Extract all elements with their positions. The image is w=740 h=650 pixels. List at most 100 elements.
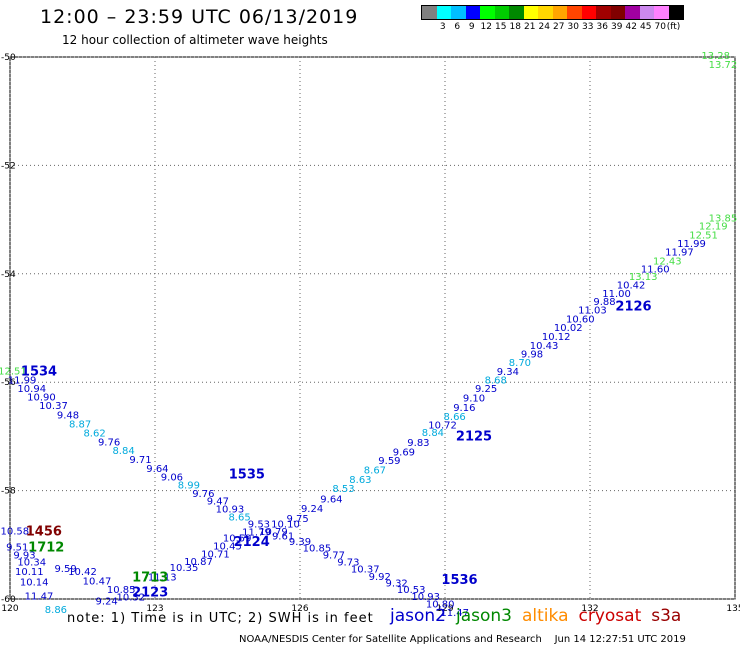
latitude-label: -56: [1, 378, 16, 388]
wave-height-value: 10.34: [17, 558, 46, 569]
wave-height-value: 11.97: [665, 248, 694, 259]
wave-height-value: 11.79: [242, 527, 271, 538]
color-swatch: [523, 6, 538, 19]
color-swatch: [654, 6, 669, 19]
longitude-label: 120: [1, 604, 18, 614]
longitude-label: 132: [581, 604, 598, 614]
pass-number-label: 2123: [132, 585, 168, 600]
satellite-legend-item: jason2: [390, 606, 446, 626]
page-subtitle: 12 hour collection of altimeter wave hei…: [62, 33, 328, 47]
wave-height-value: 8.84: [112, 446, 134, 457]
observation-values: 12.5111.9910.9410.9010.379.488.878.629.7…: [0, 51, 737, 619]
wave-height-value: 10.72: [428, 421, 457, 432]
color-scale-label: 6: [454, 22, 461, 32]
color-scale-label: 36: [596, 22, 608, 32]
color-swatch: [668, 6, 683, 19]
wave-height-value: 8.65: [228, 513, 250, 524]
pass-labels: 1534 1535 1536 2124 2125 2126 2123 1456 1712 1713: [21, 299, 652, 600]
color-swatch: [552, 6, 567, 19]
wave-height-value: 11.00: [602, 289, 631, 300]
color-scale-units: (ft): [666, 22, 681, 32]
color-scale-legend: 3 6 9 12 15 18 21 24 27 30 33 36 39 42 45 70 (ft): [421, 5, 684, 34]
map-frame: [9, 56, 736, 600]
wave-height-value: 10.42: [617, 281, 646, 292]
wave-height-value: 10.93: [216, 505, 245, 516]
longitude-label: 135: [726, 604, 740, 614]
color-scale-label: 15: [495, 22, 507, 32]
wave-height-value: 8.99: [178, 481, 200, 492]
latitude-label: -54: [1, 270, 16, 280]
wave-height-value: 10.90: [27, 392, 56, 403]
wave-height-value: 8.67: [364, 466, 386, 477]
latitude-label: -52: [1, 161, 16, 171]
wave-height-value: 10.80: [426, 599, 455, 610]
wave-height-value: 9.48: [57, 410, 79, 421]
color-swatch: [480, 6, 495, 19]
wave-height-value: 8.63: [349, 475, 371, 486]
wave-height-value: 10.87: [184, 557, 213, 568]
wave-height-value: 8.84: [422, 428, 444, 439]
wave-height-value: 10.85: [303, 544, 332, 555]
pass-number-label: 1536: [441, 573, 477, 588]
pass-number-label: 1712: [28, 541, 64, 556]
pass-number-label: 1534: [21, 364, 57, 379]
color-scale-labels: 3 6 9 12 15 18 21 24 27 30 33 36 39 42 45 70 (ft): [421, 20, 684, 34]
wave-height-value: 10.93: [411, 592, 440, 603]
footnote: note: 1) Time is in UTC; 2) SWH is in fe…: [67, 611, 374, 626]
color-swatch: [509, 6, 524, 19]
wave-height-value: 13.28: [701, 51, 730, 62]
pass-number-label: 1713: [132, 570, 168, 585]
wave-height-value: 13.13: [629, 272, 658, 283]
color-scale-label: 70: [654, 22, 666, 32]
wave-height-value: 13.85: [709, 214, 738, 225]
wave-height-value: 10.94: [17, 384, 46, 395]
page-title: 12:00 – 23:59 UTC 06/13/2019: [40, 6, 359, 28]
color-swatch: [581, 6, 596, 19]
color-swatch: [465, 6, 480, 19]
satellite-legend-item: cryosat: [578, 606, 642, 626]
wave-height-value: 10.42: [68, 567, 97, 578]
latitude-label: -50: [1, 53, 16, 63]
wave-height-value: 8.87: [69, 419, 91, 430]
wave-height-value: 10.12: [542, 332, 571, 343]
wave-height-value: 8.62: [83, 429, 105, 440]
wave-height-value: 12.51: [689, 230, 718, 241]
satellite-legend-item: altika: [522, 606, 569, 626]
wave-height-value: 11.99: [677, 239, 706, 250]
wave-height-value: 10.43: [530, 341, 559, 352]
color-scale-label: 12: [480, 22, 492, 32]
wave-height-value: 8.70: [509, 358, 531, 369]
wave-height-value: 9.53: [248, 520, 270, 531]
pass-number-label: 2124: [234, 535, 270, 550]
credit-line: NOAA/NESDIS Center for Satellite Applica…: [239, 634, 686, 645]
color-scale-label: 24: [538, 22, 550, 32]
wave-height-value: 9.73: [337, 558, 359, 569]
color-scale-label: 21: [524, 22, 536, 32]
wave-height-value: 9.47: [207, 496, 229, 507]
color-scale-label: 30: [567, 22, 579, 32]
wave-height-value: 9.93: [13, 551, 35, 562]
wave-height-value: 9.24: [301, 504, 323, 515]
wave-height-value: 9.64: [320, 494, 342, 505]
wave-height-value: 8.53: [332, 484, 354, 495]
wave-height-value: 10.37: [351, 565, 380, 576]
latitude-label: -60: [1, 595, 16, 605]
wave-height-value: 9.39: [289, 537, 311, 548]
wave-height-value: 10.45: [213, 541, 242, 552]
wave-height-value: 12.19: [699, 222, 728, 233]
wave-height-value: 11.60: [641, 264, 670, 275]
wave-height-value: 9.69: [393, 448, 415, 459]
pass-number-label: 2126: [615, 299, 651, 314]
wave-height-value: 8.68: [485, 376, 507, 387]
wave-height-value: 9.64: [146, 464, 168, 475]
color-swatch: [422, 6, 437, 19]
color-swatch: [596, 6, 611, 19]
wave-height-value: 10.32: [117, 592, 146, 603]
pass-number-label: 2125: [456, 429, 492, 444]
color-swatch: [451, 6, 466, 19]
color-swatch: [639, 6, 654, 19]
wave-height-value: 10.85: [107, 585, 136, 596]
wave-height-value: 9.76: [98, 437, 120, 448]
